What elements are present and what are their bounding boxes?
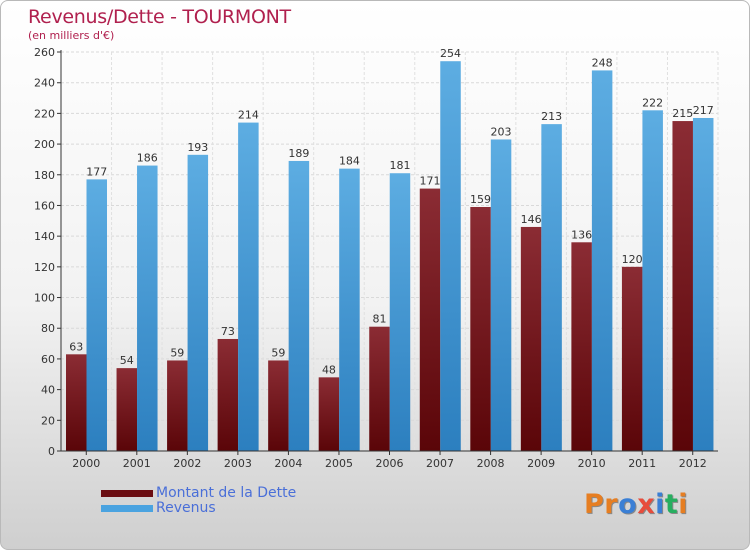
data-label-dette-2009: 146 bbox=[521, 213, 542, 226]
x-tick-label-2012: 2012 bbox=[679, 457, 707, 470]
data-label-dette-2004: 59 bbox=[271, 346, 285, 359]
legend-label-dette: Montant de la Dette bbox=[156, 485, 297, 501]
data-label-dette-2006: 81 bbox=[372, 313, 386, 326]
y-tick-label: 140 bbox=[34, 230, 55, 243]
chart-title: Revenus/Dette - TOURMONT bbox=[28, 6, 291, 28]
x-tick-label-2004: 2004 bbox=[274, 457, 302, 470]
data-label-dette-2000: 63 bbox=[69, 340, 83, 353]
data-label-dette-2001: 54 bbox=[120, 354, 134, 367]
data-label-dette-2003: 73 bbox=[221, 325, 235, 338]
labels-layer: 0 20 40 60 80 100 120 140 160 180 200 220 240 260 63 17… bbox=[34, 46, 714, 470]
axis-layer bbox=[57, 50, 718, 455]
y-tick-label: 120 bbox=[34, 261, 55, 274]
y-tick-label: 80 bbox=[41, 322, 55, 335]
bar-dette-2002 bbox=[167, 360, 188, 451]
bar-revenus-2010 bbox=[591, 70, 613, 452]
x-tick-label-2010: 2010 bbox=[578, 457, 606, 470]
legend-swatch-dette bbox=[101, 490, 153, 497]
x-tick-label-2008: 2008 bbox=[477, 457, 505, 470]
data-label-revenus-2007: 254 bbox=[440, 47, 461, 60]
data-label-dette-2007: 171 bbox=[420, 175, 441, 188]
y-tick-label: 240 bbox=[34, 77, 55, 90]
bar-revenus-2000 bbox=[86, 179, 107, 451]
bar-revenus-2012 bbox=[692, 117, 714, 451]
bar-revenus-2005 bbox=[339, 168, 360, 451]
bar-dette-2007 bbox=[419, 188, 441, 452]
data-label-revenus-2010: 248 bbox=[592, 56, 613, 69]
x-tick-label-2009: 2009 bbox=[527, 457, 555, 470]
x-tick-label-2007: 2007 bbox=[426, 457, 454, 470]
y-tick-label: 20 bbox=[41, 414, 55, 427]
bar-revenus-2011 bbox=[642, 110, 663, 452]
proxiti-logo: Proxiti bbox=[584, 489, 689, 520]
bar-dette-2012 bbox=[672, 121, 693, 452]
bar-revenus-2006 bbox=[389, 173, 411, 451]
x-tick-label-2000: 2000 bbox=[72, 457, 100, 470]
bar-revenus-2002 bbox=[187, 154, 209, 452]
data-label-revenus-2008: 203 bbox=[491, 125, 512, 138]
data-label-dette-2008: 159 bbox=[470, 193, 491, 206]
data-label-dette-2012: 215 bbox=[672, 107, 693, 120]
y-tick-label: 100 bbox=[34, 292, 55, 305]
bar-dette-2003 bbox=[217, 338, 239, 451]
x-tick-label-2011: 2011 bbox=[628, 457, 656, 470]
bar-dette-2009 bbox=[520, 226, 542, 451]
bar-revenus-2009 bbox=[541, 124, 562, 451]
x-tick-label-2003: 2003 bbox=[224, 457, 252, 470]
y-tick-label: 60 bbox=[41, 353, 55, 366]
data-label-revenus-2012: 217 bbox=[693, 104, 714, 117]
bar-dette-2004 bbox=[268, 360, 289, 451]
bar-revenus-2008 bbox=[490, 139, 512, 451]
bar-revenus-2007 bbox=[440, 61, 461, 451]
y-tick-label: 260 bbox=[34, 46, 55, 59]
bar-dette-2011 bbox=[621, 266, 643, 451]
data-label-dette-2005: 48 bbox=[322, 363, 336, 376]
legend-swatch-revenus bbox=[101, 505, 153, 512]
y-tick-label: 180 bbox=[34, 169, 55, 182]
x-tick-label-2005: 2005 bbox=[325, 457, 353, 470]
data-label-revenus-2000: 177 bbox=[86, 165, 107, 178]
legend-label-revenus: Revenus bbox=[156, 500, 216, 516]
y-tick-label: 200 bbox=[34, 138, 55, 151]
bar-revenus-2003 bbox=[238, 122, 259, 451]
bar-dette-2005 bbox=[318, 377, 340, 451]
data-label-revenus-2004: 189 bbox=[288, 147, 309, 160]
bar-dette-2001 bbox=[116, 368, 138, 451]
data-label-revenus-2001: 186 bbox=[137, 152, 158, 165]
y-tick-label: 40 bbox=[41, 384, 55, 397]
x-tick-label-2001: 2001 bbox=[123, 457, 151, 470]
y-tick-label: 220 bbox=[34, 107, 55, 120]
data-label-dette-2002: 59 bbox=[170, 346, 184, 359]
y-tick-label: 0 bbox=[48, 445, 55, 458]
bar-dette-2008 bbox=[470, 206, 491, 451]
bar-dette-2000 bbox=[66, 354, 87, 451]
bar-revenus-2001 bbox=[137, 165, 158, 452]
x-tick-label-2006: 2006 bbox=[376, 457, 404, 470]
data-label-revenus-2011: 222 bbox=[642, 96, 663, 109]
data-label-revenus-2006: 181 bbox=[389, 159, 410, 172]
bars-layer bbox=[66, 61, 714, 452]
data-label-revenus-2003: 214 bbox=[238, 109, 259, 122]
data-label-revenus-2009: 213 bbox=[541, 110, 562, 123]
bar-dette-2006 bbox=[369, 326, 390, 451]
data-label-revenus-2005: 184 bbox=[339, 155, 360, 168]
x-tick-label-2002: 2002 bbox=[173, 457, 201, 470]
bar-dette-2010 bbox=[571, 242, 592, 451]
chart-subtitle: (en milliers d'€) bbox=[28, 29, 115, 42]
data-label-dette-2010: 136 bbox=[571, 228, 592, 241]
data-label-revenus-2002: 193 bbox=[187, 141, 208, 154]
y-tick-label: 160 bbox=[34, 199, 55, 212]
data-label-dette-2011: 120 bbox=[622, 253, 643, 266]
bar-revenus-2004 bbox=[288, 160, 310, 451]
